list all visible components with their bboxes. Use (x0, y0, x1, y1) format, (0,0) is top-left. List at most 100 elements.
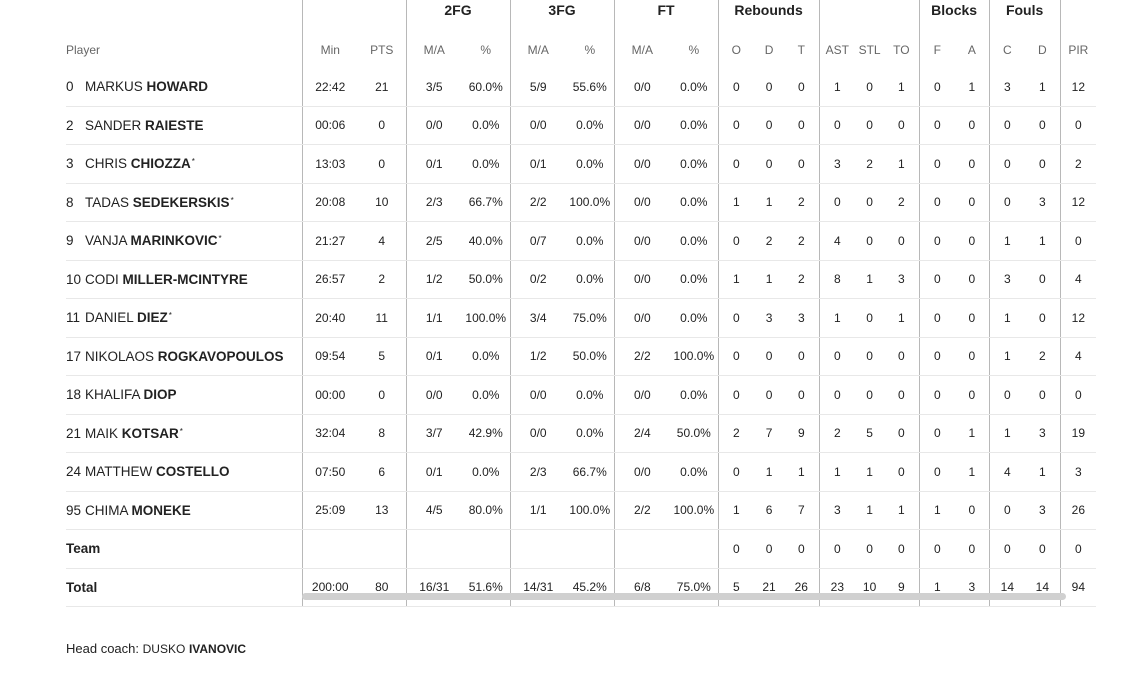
stat-ast: 0 (818, 529, 856, 569)
player-last-name: Howard (146, 79, 209, 95)
stat-reb-def: 21 (754, 568, 785, 607)
stat-blk-for: 0 (918, 106, 956, 145)
player-cell: 8 Tadas Sedekerskis* (66, 183, 302, 222)
player-row: 18 Khalifa Diop 00:00 0 0/0 0.0% 0/0 0.0% 0/0 0.0… (66, 375, 1097, 415)
starter-mark: * (191, 157, 195, 167)
player-row: 0 Markus Howard 22:42 21 3/5 60.0% 5/9 55.6% 0/0… (66, 68, 1097, 107)
stat-pts: 21 (358, 68, 406, 107)
stat-reb-total: 0 (784, 68, 820, 107)
stat-pts: 0 (358, 144, 406, 184)
stat-to: 0 (884, 221, 920, 261)
starter-mark: * (168, 311, 172, 321)
stat-2fg-made-att: 1/2 (405, 260, 462, 299)
stat-3fg-made-att: 1/2 (509, 337, 567, 376)
stat-reb-def: 0 (754, 144, 785, 184)
stat-stl: 0 (855, 183, 885, 222)
player-cell: 0 Markus Howard (66, 68, 302, 107)
stat-blk-against: 0 (955, 106, 990, 145)
stat-ft-pct: 0.0% (670, 183, 719, 222)
player-first-name: Sander (85, 117, 142, 133)
stat-fouls-committed: 3 (988, 68, 1026, 107)
stat-blk-against: 0 (955, 221, 990, 261)
player-cell: 95 Chima Moneke (66, 491, 302, 530)
stat-ft-made-att: 0/0 (613, 144, 671, 184)
stat-reb-off: 5 (717, 568, 755, 607)
stat-reb-total: 0 (784, 106, 820, 145)
stat-reb-off: 0 (717, 375, 755, 415)
player-cell: 21 Maik Kotsar* (66, 414, 302, 453)
stat-reb-total: 1 (784, 452, 820, 492)
col-header-3fg-made-att: M/A (509, 32, 567, 68)
player-first-name: Vanja (85, 233, 127, 249)
stat-fouls-committed: 0 (988, 529, 1026, 569)
head-coach-label: Head coach: (66, 641, 139, 656)
player-last-name: Costello (156, 464, 230, 480)
stat-fouls-committed: 3 (988, 260, 1026, 299)
group-pir (1059, 0, 1097, 32)
stat-2fg-pct: 0.0% (462, 375, 511, 415)
stat-ft-pct: 50.0% (670, 414, 719, 453)
player-number: 11 (66, 310, 81, 326)
player-row: 2 Sander Raieste 00:06 0 0/0 0.0% 0/0 0.0% 0/0 0.… (66, 106, 1097, 145)
stat-blk-against: 0 (955, 529, 990, 569)
stat-pir: 19 (1059, 414, 1097, 453)
stat-to: 2 (884, 183, 920, 222)
stat-pir: 2 (1059, 144, 1097, 184)
horizontal-scrollbar[interactable] (302, 593, 1066, 600)
player-first-name: Markus (85, 79, 143, 95)
col-header-reb-total: T (797, 43, 805, 57)
stat-reb-def: 0 (754, 529, 785, 569)
stat-ft-made-att: 0/0 (613, 106, 671, 145)
player-row: 10 Codi Miller-McIntyre 26:57 2 1/2 50.0% 0/2 0… (66, 260, 1097, 299)
stat-3fg-pct: 66.7% (566, 452, 615, 492)
stat-reb-def: 0 (754, 68, 785, 107)
stat-reb-off: 0 (717, 106, 755, 145)
stat-stl: 1 (855, 452, 885, 492)
stat-pts: 8 (358, 414, 406, 453)
stat-fouls-drawn: 1 (1025, 452, 1061, 492)
stat-blk-against: 0 (955, 183, 990, 222)
stat-fouls-committed: 0 (988, 183, 1026, 222)
group-2fg: 2FG (405, 0, 511, 32)
stat-fouls-committed: 0 (988, 106, 1026, 145)
player-first-name: Chris (85, 156, 128, 172)
stat-ft-pct: 100.0% (670, 491, 719, 530)
stat-reb-total: 2 (784, 221, 820, 261)
player-row: 17 Nikolaos Rogkavopoulos 09:54 5 0/1 0.0% 1/2… (66, 337, 1097, 376)
stat-3fg-pct: 0.0% (566, 260, 615, 299)
stat-ast: 1 (818, 298, 856, 338)
stat-2fg-made-att: 0/1 (405, 337, 462, 376)
stat-reb-total: 2 (784, 183, 820, 222)
player-row: 9 Vanja Marinkovic* 21:27 4 2/5 40.0% 0/7 0.0% 0… (66, 221, 1097, 261)
stat-blk-against: 0 (955, 260, 990, 299)
col-header-reb-off: O (717, 32, 755, 68)
stat-ft-made-att: 2/2 (613, 491, 671, 530)
stat-stl: 0 (855, 106, 885, 145)
stat-pts: 11 (358, 298, 406, 338)
stat-reb-off: 1 (717, 260, 755, 299)
player-number: 17 (66, 348, 82, 364)
stat-stl: 1 (855, 491, 885, 530)
stat-ft-made-att: 0/0 (613, 452, 671, 492)
col-header-ft-made-att: M/A (613, 32, 671, 68)
stat-min: 20:40 (301, 298, 358, 338)
player-cell: 11 Daniel Diez* (66, 298, 302, 338)
stat-blk-for: 0 (918, 529, 956, 569)
stat-stl: 0 (855, 68, 885, 107)
stat-3fg-made-att: 0/0 (509, 375, 567, 415)
stat-fouls-committed: 1 (988, 337, 1026, 376)
stat-to: 0 (884, 529, 920, 569)
stat-pts: 13 (358, 491, 406, 530)
stat-reb-total: 3 (784, 298, 820, 338)
stat-reb-def: 2 (754, 221, 785, 261)
col-header-ft-pct: % (688, 43, 700, 57)
stat-fouls-drawn: 3 (1025, 183, 1061, 222)
stat-ast: 0 (818, 183, 856, 222)
stat-blk-against: 1 (955, 414, 990, 453)
stat-pir: 12 (1059, 183, 1097, 222)
stat-fouls-drawn: 3 (1025, 491, 1061, 530)
stat-3fg-pct: 0.0% (566, 375, 615, 415)
group-fouls: Fouls (988, 0, 1061, 32)
stat-min: 00:00 (301, 375, 358, 415)
stat-to: 1 (884, 68, 920, 107)
